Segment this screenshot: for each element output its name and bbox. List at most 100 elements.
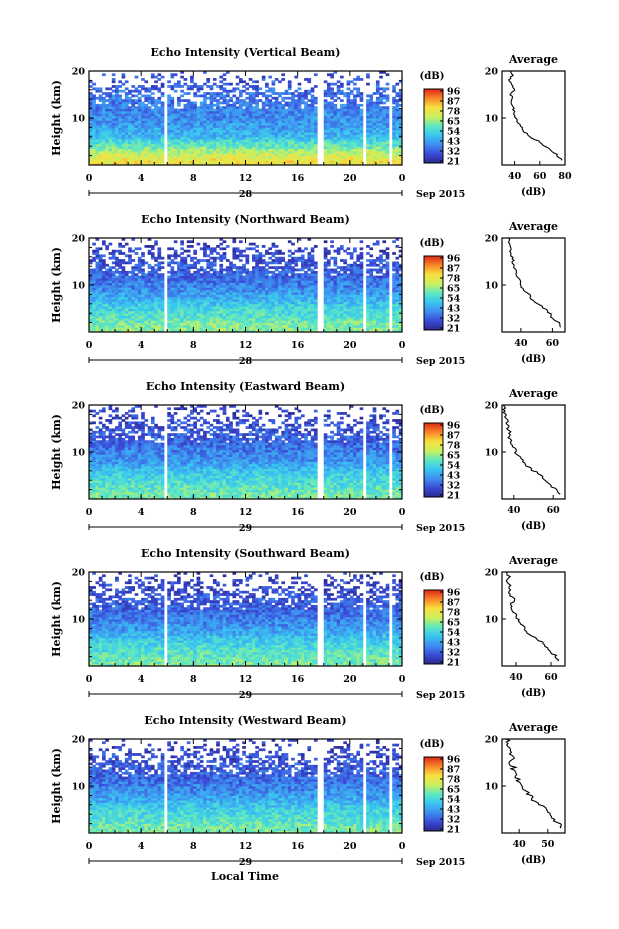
heatmap-cell <box>304 153 308 156</box>
heatmap-cell <box>238 296 243 300</box>
heatmap-cell <box>186 127 191 131</box>
heatmap-cell <box>252 153 256 156</box>
heatmap-cell <box>108 287 113 291</box>
heatmap-cell <box>349 125 354 128</box>
heatmap-cell <box>336 120 341 124</box>
heatmap-cell <box>209 108 214 112</box>
heatmap-cell <box>108 275 113 279</box>
heatmap-cell <box>157 275 162 279</box>
heatmap-cell <box>206 136 211 140</box>
heatmap-cell <box>111 289 116 293</box>
heatmap-cell <box>291 242 295 246</box>
heatmap-cell <box>137 148 142 152</box>
heatmap-cell <box>398 108 403 112</box>
heatmap-cell <box>291 108 295 112</box>
heatmap-cell <box>92 113 96 117</box>
heatmap-cell <box>212 153 217 156</box>
heatmap-cell <box>261 270 266 274</box>
heatmap-cell <box>336 148 341 152</box>
heatmap-cell <box>98 282 103 286</box>
heatmap-cell <box>206 113 211 117</box>
heatmap-cell <box>294 268 299 272</box>
heatmap-cell <box>274 259 279 262</box>
heatmap-cell <box>108 150 113 154</box>
heatmap-cell <box>310 115 315 119</box>
heatmap-cell <box>196 329 201 333</box>
heatmap-cell <box>271 106 276 109</box>
heatmap-cell <box>105 129 109 133</box>
heatmap-cell <box>206 310 211 314</box>
heatmap-cell <box>274 160 279 164</box>
heatmap-cell <box>199 141 204 145</box>
heatmap-cell <box>395 129 400 133</box>
heatmap-cell <box>160 324 165 328</box>
heatmap-cell <box>111 299 116 302</box>
heatmap-cell <box>150 101 155 105</box>
heatmap-cell <box>128 115 132 119</box>
heatmap-cell <box>203 71 207 74</box>
heatmap-cell <box>291 155 295 159</box>
heatmap-cell <box>89 80 93 84</box>
heatmap-cell <box>245 247 250 251</box>
heatmap-cell <box>170 125 175 128</box>
heatmap-cell <box>95 329 100 333</box>
heatmap-cell <box>118 118 122 121</box>
heatmap-cell <box>346 129 351 133</box>
heatmap-cell <box>157 141 162 145</box>
heatmap-cell <box>180 155 184 159</box>
heatmap-cell <box>349 110 354 114</box>
heatmap-cell <box>141 118 145 121</box>
heatmap-cell <box>287 150 292 154</box>
heatmap-cell <box>150 122 155 126</box>
heatmap-cell <box>271 261 276 265</box>
heatmap-cell <box>330 157 334 161</box>
heatmap-cell <box>134 110 139 114</box>
heatmap-cell <box>274 245 279 248</box>
heatmap-cell <box>196 129 201 133</box>
heatmap-cell <box>134 296 139 300</box>
heatmap-cell <box>235 306 240 309</box>
heatmap-cell <box>353 113 357 117</box>
heatmap-cell <box>261 157 266 161</box>
heatmap-cell <box>203 134 207 138</box>
heatmap-cell <box>186 155 191 159</box>
heatmap-cell <box>98 263 103 267</box>
heatmap-cell <box>121 115 126 119</box>
heatmap-cell <box>196 296 201 300</box>
heatmap-cell <box>242 99 246 102</box>
heatmap-cell <box>310 99 315 102</box>
heatmap-cell <box>343 103 347 107</box>
heatmap-cell <box>242 127 246 131</box>
heatmap-cell <box>173 327 178 331</box>
heatmap-cell <box>183 155 188 159</box>
heatmap-cell <box>137 261 142 265</box>
heatmap-cell <box>313 108 318 112</box>
heatmap-cell <box>154 282 158 286</box>
heatmap-cell <box>177 299 181 302</box>
heatmap-cell <box>131 125 136 128</box>
heatmap-cell <box>258 118 263 121</box>
heatmap-cell <box>379 110 383 114</box>
heatmap-cell <box>274 268 279 272</box>
heatmap-cell <box>186 266 191 269</box>
heatmap-cell <box>128 299 132 302</box>
heatmap-cell <box>379 150 383 154</box>
heatmap-cell <box>284 320 289 323</box>
heatmap-cell <box>281 327 286 331</box>
heatmap-cell <box>287 270 292 274</box>
date-label: Sep 2015 <box>416 189 465 200</box>
heatmap-cell <box>248 85 253 88</box>
heatmap-cell <box>105 275 109 279</box>
heatmap-cell <box>108 127 113 131</box>
heatmap-cell <box>281 157 286 161</box>
heatmap-cell <box>340 139 344 142</box>
heatmap-cell <box>147 89 152 93</box>
heatmap-cell <box>232 322 237 326</box>
heatmap-cell <box>287 306 292 309</box>
heatmap-cell <box>89 313 93 316</box>
heatmap-cell <box>323 155 328 159</box>
heatmap-cell <box>209 313 214 316</box>
heatmap-cell <box>307 120 312 124</box>
heatmap-cell <box>274 92 279 95</box>
heatmap-cell <box>98 261 103 265</box>
